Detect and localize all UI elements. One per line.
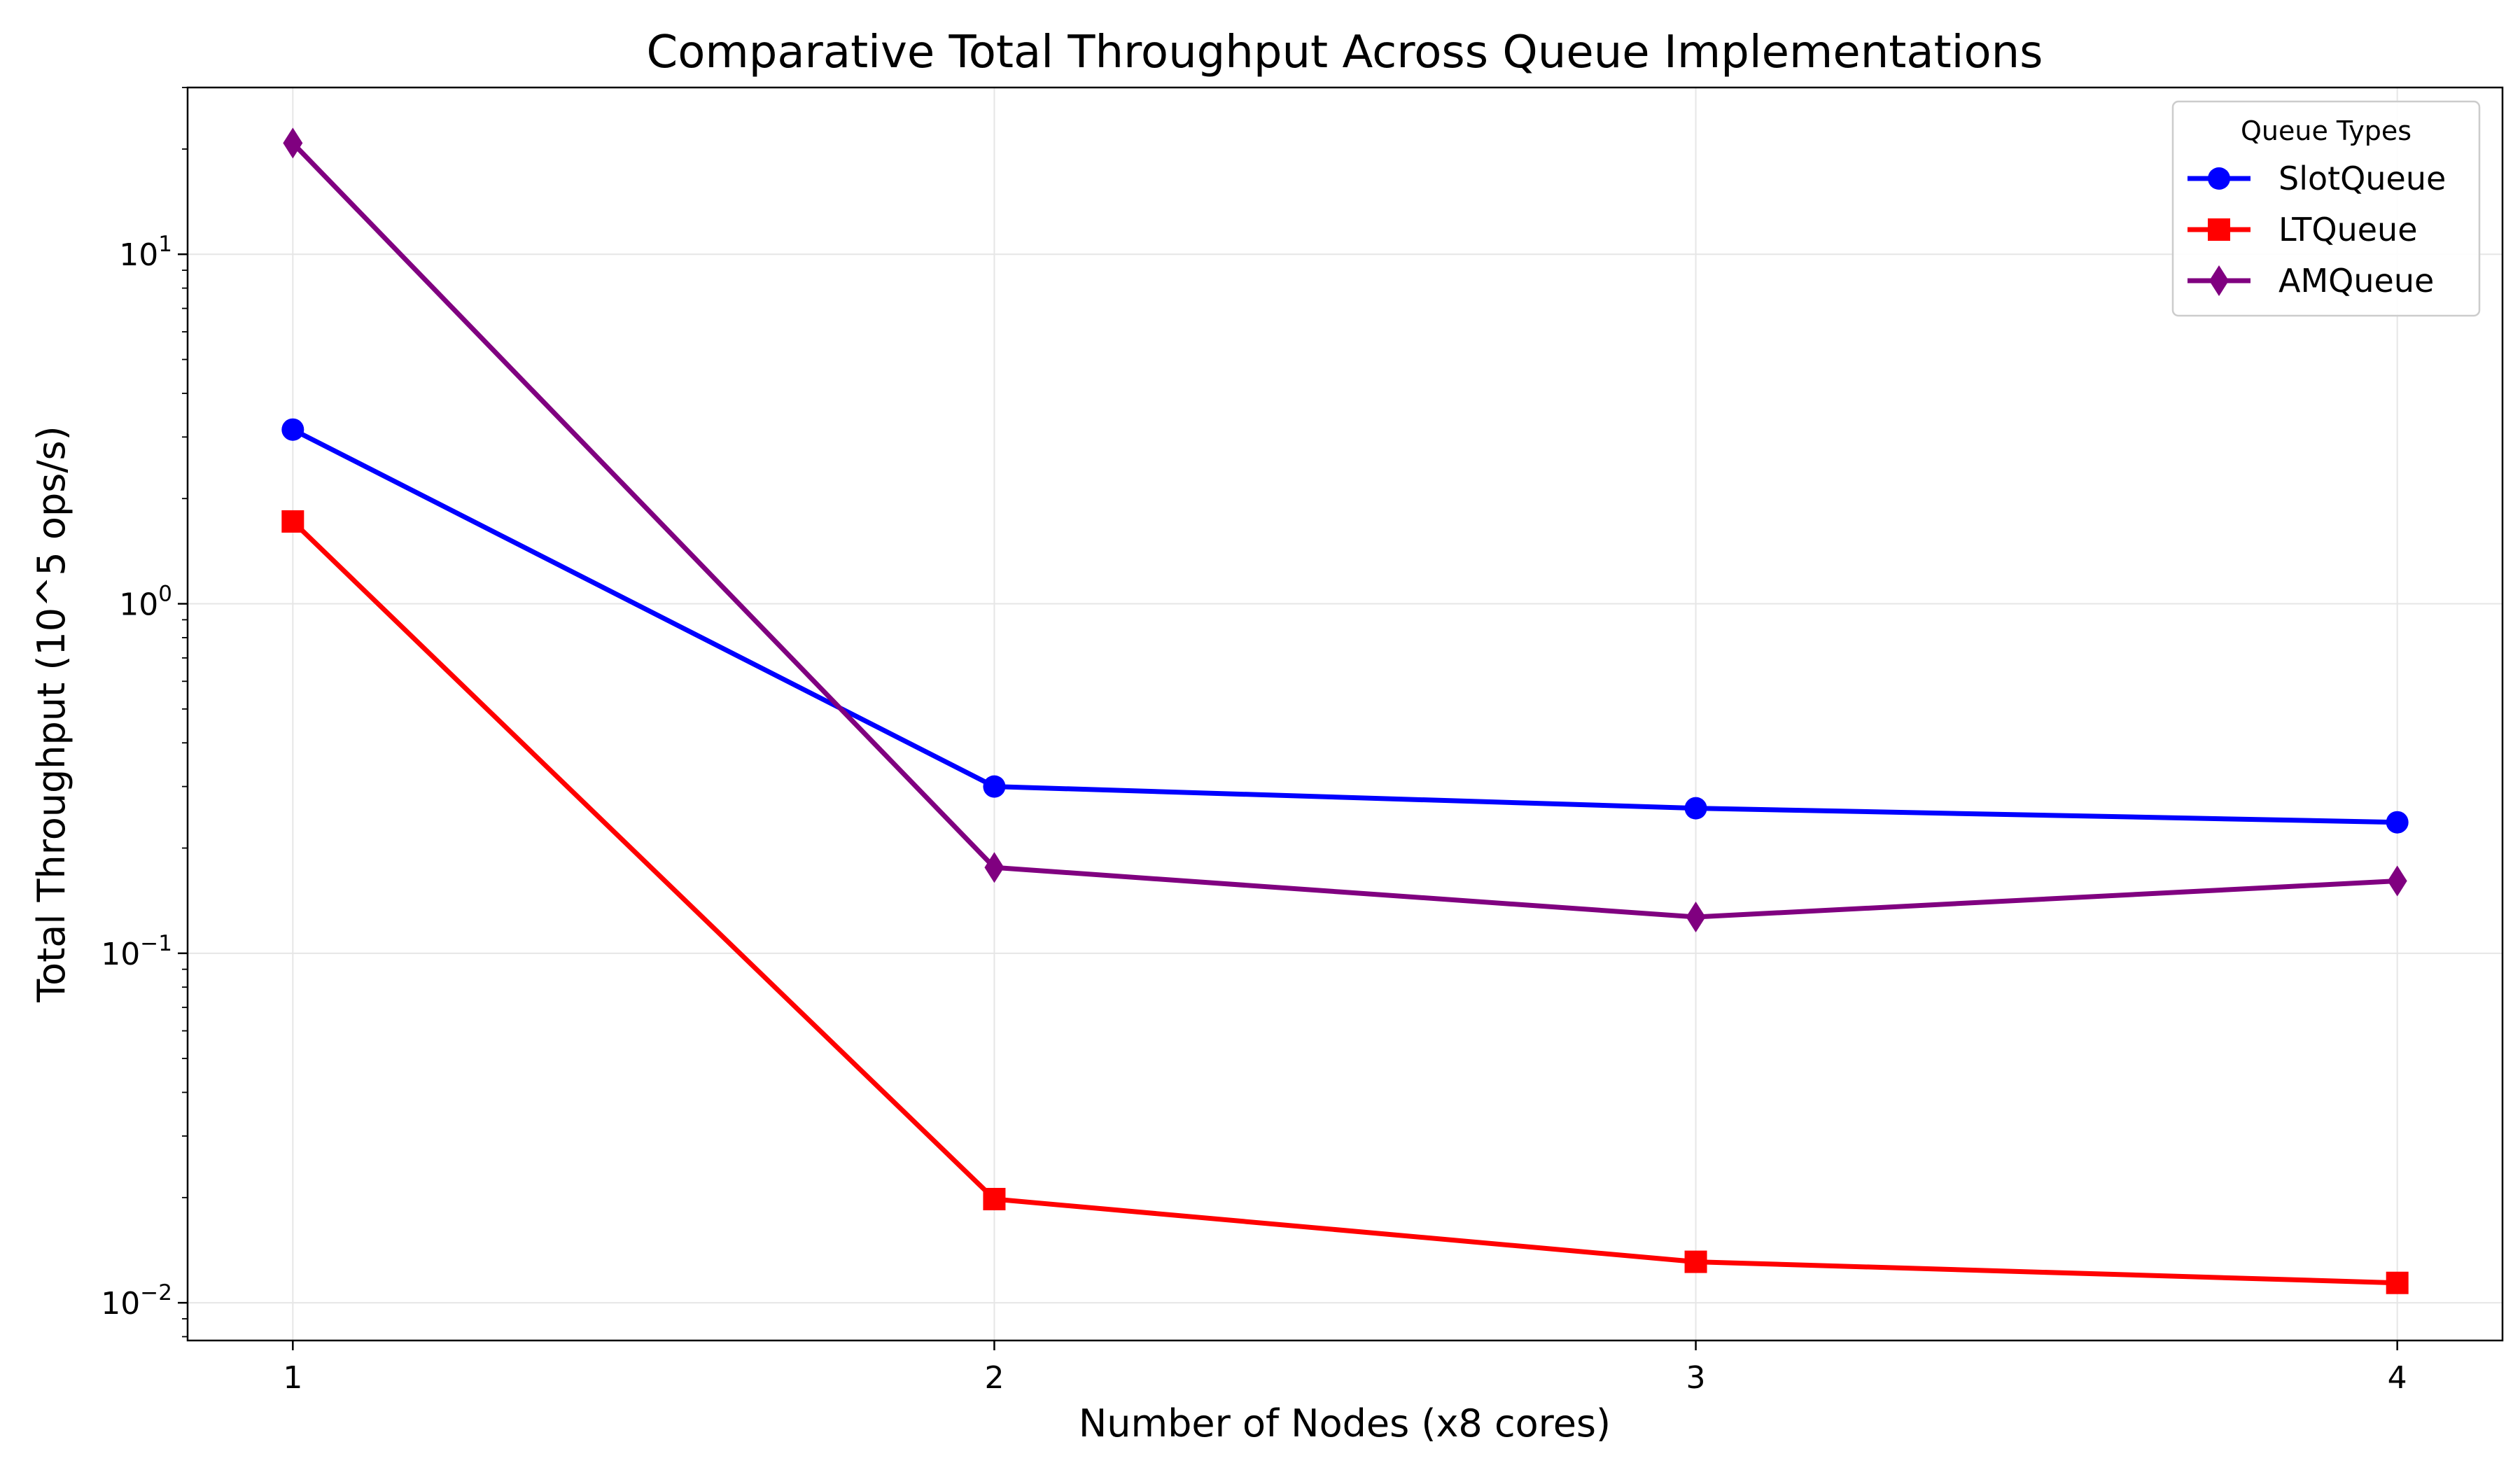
legend-box — [2171, 100, 2481, 317]
legend-item-slotqueue: SlotQueue — [2188, 160, 2446, 197]
x-tick-label: 2 — [984, 1360, 1004, 1396]
data-point-slotqueue — [2386, 811, 2409, 834]
series-line-amqueue — [290, 141, 2398, 920]
data-point-slotqueue — [983, 775, 1006, 798]
series-line-slotqueue — [291, 427, 2398, 825]
data-point-slotqueue — [281, 418, 304, 441]
x-tick-label: 3 — [1686, 1360, 1706, 1396]
data-point-slotqueue — [1684, 797, 1707, 820]
data-point-ltqueue — [983, 1187, 1006, 1210]
legend-swatch-marker — [2208, 218, 2230, 241]
legend-label: LTQueue — [2278, 211, 2418, 248]
series-ltqueue — [281, 510, 2409, 1294]
series-line-ltqueue — [290, 519, 2398, 1286]
legend-label: AMQueue — [2278, 262, 2434, 300]
data-point-amqueue — [283, 127, 303, 159]
y-tick-label: 10−1 — [101, 931, 172, 972]
y-axis-title: Total Throughput (10^5 ops/s) — [29, 426, 74, 1003]
legend-item-ltqueue: LTQueue — [2188, 211, 2418, 248]
x-tick-label: 1 — [283, 1360, 302, 1396]
legend-swatch-marker — [2208, 167, 2230, 190]
grid — [188, 88, 2502, 1340]
x-tick-label: 4 — [2388, 1360, 2407, 1396]
data-point-amqueue — [984, 852, 1004, 883]
series-amqueue — [283, 127, 2407, 932]
data-point-amqueue — [1686, 901, 1706, 932]
y-tick-label: 101 — [119, 232, 172, 273]
legend-item-amqueue: AMQueue — [2188, 262, 2434, 300]
legend-label: SlotQueue — [2278, 160, 2446, 197]
legend-title: Queue Types — [2241, 115, 2412, 146]
x-axis-title: Number of Nodes (x8 cores) — [1079, 1401, 1611, 1446]
data-point-ltqueue — [2386, 1271, 2409, 1294]
legend: Queue Types SlotQueue LTQueue AMQueue — [2171, 100, 2481, 317]
series-layer — [281, 127, 2409, 1294]
y-tick-label: 10−2 — [101, 1280, 172, 1322]
axis-ticks: 1 2 3 4 10−2 10−1 100 101 — [101, 87, 2407, 1396]
chart-title: Comparative Total Throughput Across Queu… — [647, 27, 2043, 78]
data-point-ltqueue — [1684, 1250, 1707, 1273]
data-point-amqueue — [2387, 865, 2407, 897]
plot-area-frame — [186, 86, 2504, 1342]
data-point-ltqueue — [281, 510, 304, 533]
series-slotqueue — [281, 418, 2409, 834]
legend-swatch-marker — [2209, 265, 2229, 296]
y-tick-label: 100 — [119, 582, 172, 623]
